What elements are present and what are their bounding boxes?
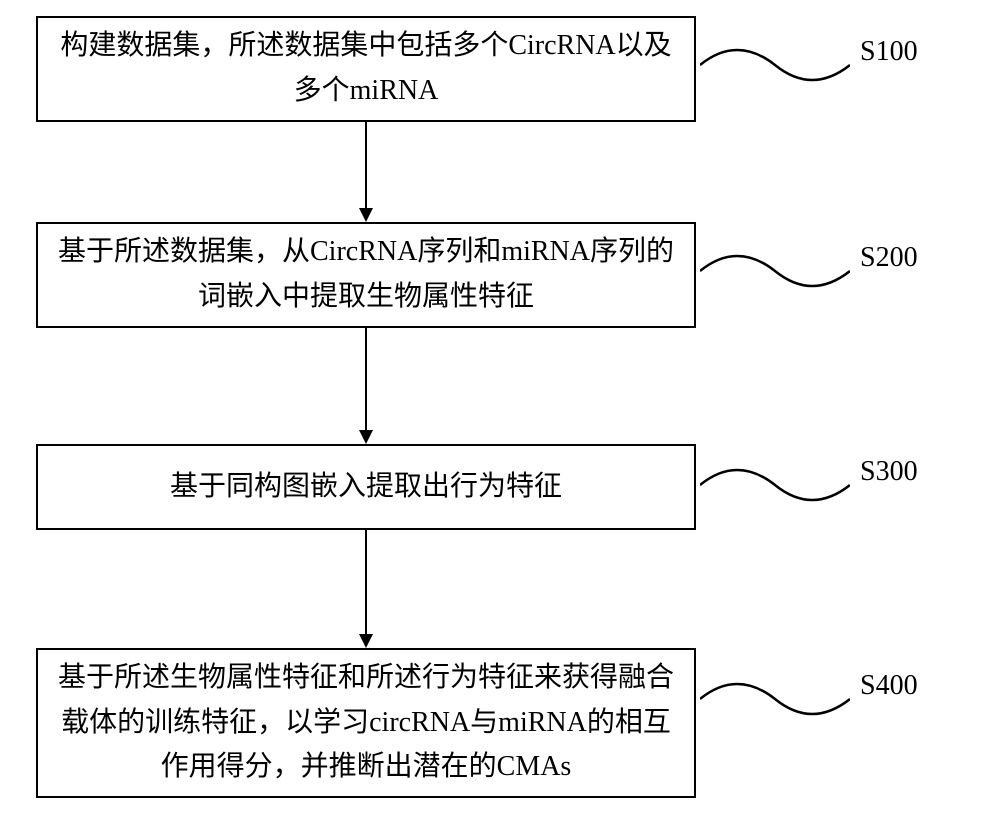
wave-connector-s300	[700, 460, 850, 510]
step-label-s200: S200	[860, 242, 918, 274]
wave-connector-s200	[700, 246, 850, 296]
step-box-s300: 基于同构图嵌入提取出行为特征	[36, 444, 696, 530]
arrow-s100-s200	[356, 122, 376, 222]
step-text-s100: 构建数据集，所述数据集中包括多个CircRNA以及多个miRNA	[58, 24, 674, 114]
arrow-s200-s300	[356, 328, 376, 444]
step-text-s200: 基于所述数据集，从CircRNA序列和miRNA序列的词嵌入中提取生物属性特征	[58, 230, 674, 320]
flowchart-container: 构建数据集，所述数据集中包括多个CircRNA以及多个miRNA S100 基于…	[0, 0, 1000, 838]
step-box-s200: 基于所述数据集，从CircRNA序列和miRNA序列的词嵌入中提取生物属性特征	[36, 222, 696, 328]
step-box-s100: 构建数据集，所述数据集中包括多个CircRNA以及多个miRNA	[36, 16, 696, 122]
wave-connector-s400	[700, 674, 850, 724]
arrow-s300-s400	[356, 530, 376, 648]
step-text-s300: 基于同构图嵌入提取出行为特征	[170, 465, 562, 510]
step-label-s100: S100	[860, 36, 918, 68]
step-box-s400: 基于所述生物属性特征和所述行为特征来获得融合载体的训练特征，以学习circRNA…	[36, 648, 696, 798]
step-label-s300: S300	[860, 456, 918, 488]
wave-connector-s100	[700, 40, 850, 90]
step-label-s400: S400	[860, 670, 918, 702]
step-text-s400: 基于所述生物属性特征和所述行为特征来获得融合载体的训练特征，以学习circRNA…	[58, 656, 674, 790]
